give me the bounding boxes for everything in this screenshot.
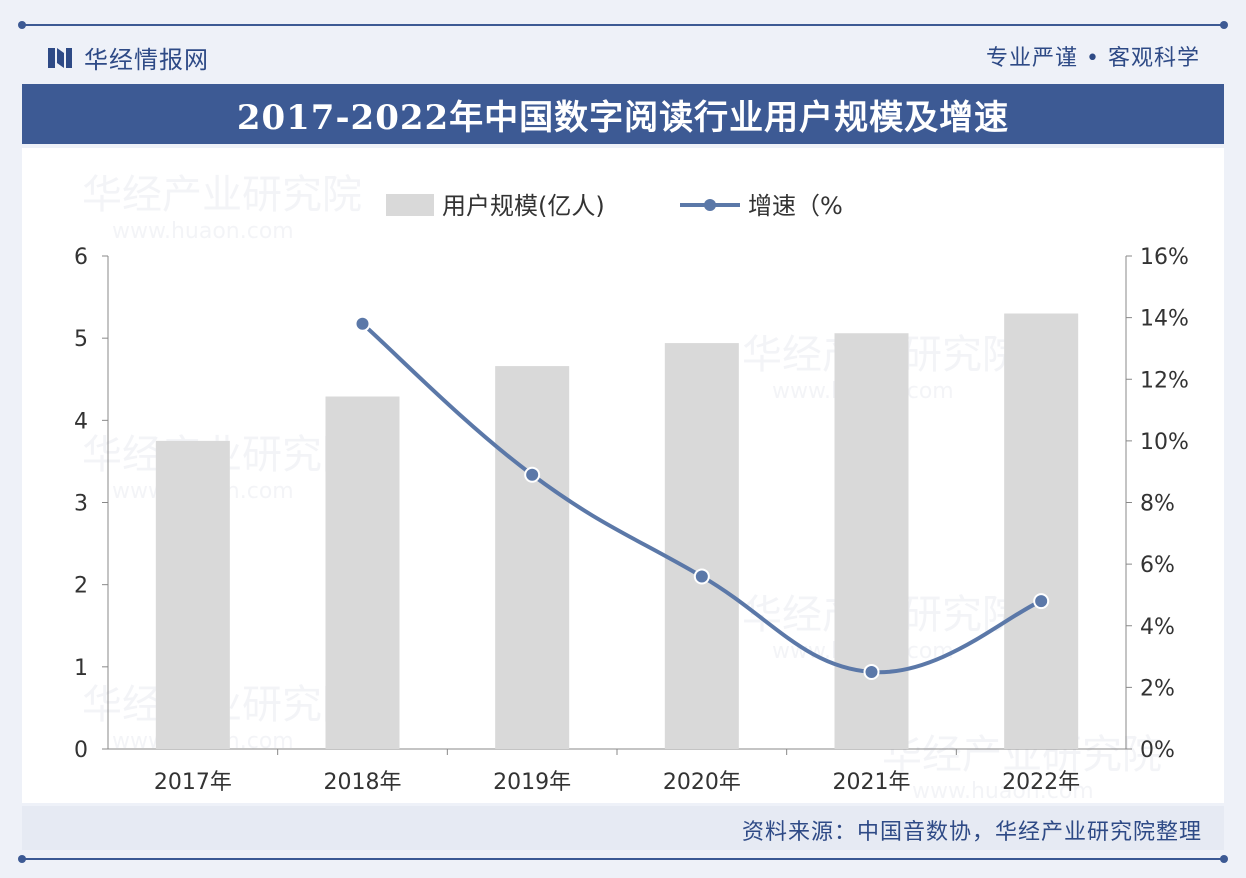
right-axis-tick-label: 16% <box>1140 245 1189 270</box>
right-axis-tick-label: 8% <box>1140 492 1175 517</box>
right-axis-tick-label: 4% <box>1140 615 1175 640</box>
x-axis-tick-label: 2020年 <box>663 770 741 795</box>
top-rule-right-dot <box>1220 21 1228 29</box>
bar <box>155 440 230 749</box>
left-axis-tick-label: 2 <box>74 574 88 599</box>
source-bar: 资料来源：中国音数协，华经产业研究院整理 <box>22 806 1224 850</box>
right-axis-tick-label: 14% <box>1140 307 1189 332</box>
left-axis-tick-label: 4 <box>74 409 88 434</box>
legend-line-label: 增速（% <box>748 192 843 220</box>
title-bar: 2017-2022年中国数字阅读行业用户规模及增速 <box>22 84 1224 144</box>
left-axis-tick-label: 6 <box>74 245 88 270</box>
watermark-text: 华经产业研究院 <box>82 172 362 218</box>
growth-point <box>354 315 371 332</box>
left-axis-tick-label: 0 <box>74 738 88 763</box>
chart-area: 华经产业研究院 www.huaon.com 华经产业研究院 www.huaon.com… <box>22 148 1224 803</box>
chart-svg: 华经产业研究院www.huaon.com华经产业研究院www.huaon.com… <box>74 172 1189 803</box>
bottom-rule-right-dot <box>1220 855 1228 863</box>
bar <box>1004 313 1079 749</box>
x-axis-tick-label: 2019年 <box>493 770 571 795</box>
bar <box>495 366 570 749</box>
right-axis-tick-label: 10% <box>1140 430 1189 455</box>
right-axis-tick-label: 2% <box>1140 676 1175 701</box>
x-axis-tick-label: 2018年 <box>324 770 402 795</box>
right-axis-tick-label: 6% <box>1140 553 1175 578</box>
brand: 华经情报网 <box>46 40 209 75</box>
x-axis-tick-label: 2017年 <box>154 770 232 795</box>
legend-bar-swatch <box>386 194 434 216</box>
brand-logo-icon <box>48 47 72 68</box>
left-axis-tick-label: 1 <box>74 656 88 681</box>
growth-point <box>693 568 710 585</box>
top-rule-left-dot <box>18 21 26 29</box>
legend-line-marker <box>704 199 716 211</box>
source-note: 资料来源：中国音数协，华经产业研究院整理 <box>741 820 1202 845</box>
right-axis-tick-label: 0% <box>1140 738 1175 763</box>
growth-point <box>863 663 880 680</box>
top-rule <box>18 21 1228 29</box>
x-axis-tick-label: 2021年 <box>833 770 911 795</box>
bottom-rule-left-dot <box>18 855 26 863</box>
growth-point <box>1033 593 1050 610</box>
watermark-url: www.huaon.com <box>912 779 1094 803</box>
brand-name: 华经情报网 <box>84 46 209 74</box>
slogan: 专业严谨 • 客观科学 <box>986 46 1200 71</box>
left-axis-tick-label: 3 <box>74 492 88 517</box>
right-axis-tick-label: 12% <box>1140 368 1189 393</box>
watermark-url: www.huaon.com <box>112 219 294 244</box>
legend-bar-label: 用户规模(亿人) <box>442 192 605 220</box>
bar <box>325 396 400 749</box>
left-axis-tick-label: 5 <box>74 327 88 352</box>
bottom-rule <box>18 855 1228 863</box>
bar <box>664 343 739 749</box>
growth-point <box>524 466 541 483</box>
x-axis-tick-label: 2022年 <box>1002 770 1080 795</box>
chart-title: 2017-2022年中国数字阅读行业用户规模及增速 <box>236 97 1010 138</box>
bar <box>834 333 909 749</box>
